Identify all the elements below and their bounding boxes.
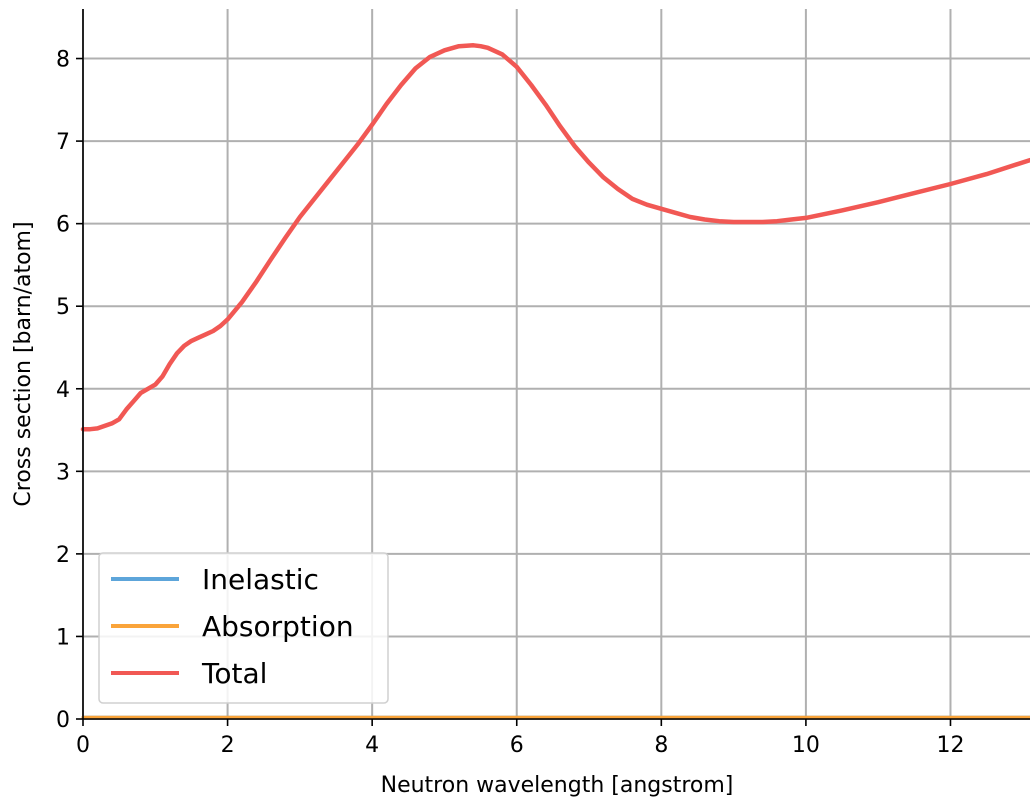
legend: Inelastic Absorption Total — [98, 552, 389, 704]
grid-lines — [82, 9, 1030, 720]
y-tick-label: 3 — [56, 460, 70, 485]
y-tick-label: 7 — [56, 130, 70, 155]
y-tick-label: 6 — [56, 213, 70, 238]
y-tick-label: 1 — [56, 625, 70, 650]
legend-label-absorption: Absorption — [202, 610, 354, 643]
x-tick-label: 8 — [654, 733, 668, 758]
legend-label-inelastic: Inelastic — [202, 563, 319, 596]
x-tick-label: 2 — [221, 733, 235, 758]
x-axis-title: Neutron wavelength [angstrom] — [381, 773, 734, 798]
y-tick-label: 0 — [56, 708, 70, 733]
axes — [76, 9, 1030, 726]
y-tick-label: 2 — [56, 543, 70, 568]
y-tick-label: 5 — [56, 295, 70, 320]
y-tick-label: 4 — [56, 378, 70, 403]
series-layer — [80, 43, 1030, 719]
series-line-total — [80, 43, 1030, 432]
x-tick-label: 6 — [510, 733, 524, 758]
x-tick-label: 12 — [936, 733, 964, 758]
legend-box — [98, 552, 389, 704]
y-tick-label: 8 — [56, 48, 70, 73]
legend-label-total: Total — [201, 657, 267, 690]
x-tick-label: 10 — [792, 733, 820, 758]
x-tick-label: 4 — [365, 733, 379, 758]
x-tick-label: 0 — [76, 733, 90, 758]
y-axis-title: Cross section [barn/atom] — [11, 221, 36, 506]
